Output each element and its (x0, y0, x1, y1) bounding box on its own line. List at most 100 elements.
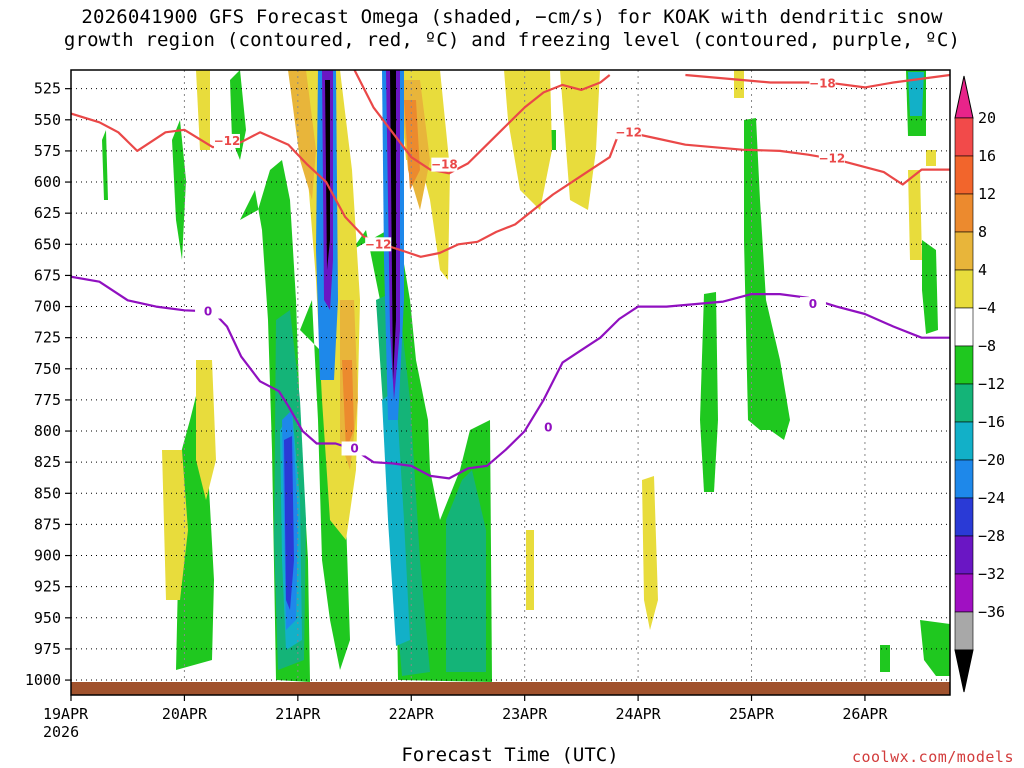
y-tick-label: 675 (34, 266, 61, 284)
colorbar-label: −12 (978, 375, 1005, 393)
contour-label: 0 (204, 305, 212, 319)
x-tick-label: 25APR (729, 705, 775, 723)
shade-region (446, 470, 486, 672)
colorbar-swatch (954, 573, 974, 613)
colorbar-label: −32 (978, 565, 1005, 583)
y-tick-label: 650 (34, 235, 61, 253)
shade-region (744, 118, 790, 440)
y-tick-label: 1000 (25, 671, 61, 689)
contour-label-bg (195, 304, 222, 319)
shade-region (880, 645, 890, 672)
contour-label-bg (809, 76, 836, 91)
shade-region (382, 390, 410, 646)
contour-label-bg (365, 237, 392, 252)
surface-ground (71, 682, 950, 695)
shade-region (196, 360, 216, 500)
contour-lines: 0 0 0 0 −12 −12 −12 −12 −18 −18 (71, 70, 950, 480)
colorbar-label: −28 (978, 527, 1005, 545)
x-tick-label: 19APR (43, 705, 89, 723)
y-axis: 525 550 575 600 625 650 675 700 725 750 775 800 825 8… (25, 80, 71, 689)
y-tick-label: 775 (34, 391, 61, 409)
colorbar-swatch (954, 307, 974, 347)
colorbar-swatch (954, 421, 974, 461)
x-tick-label: 24APR (616, 705, 662, 723)
shade-region (196, 70, 210, 150)
shade-region (642, 476, 658, 630)
x-axis-label: Forecast Time (UTC) (401, 744, 619, 766)
shade-region (172, 120, 186, 260)
x-tick-label: 22APR (389, 705, 435, 723)
colorbar-label: 20 (978, 109, 996, 127)
contour-label: 0 (350, 441, 358, 455)
colorbar-swatch (954, 155, 974, 195)
x-tick-label: 20APR (162, 705, 208, 723)
colorbar-swatch (954, 345, 974, 385)
contour-label: −12 (214, 134, 241, 148)
y-tick-label: 575 (34, 142, 61, 160)
colorbar-swatch (954, 193, 974, 233)
contour-label: 0 (544, 420, 552, 434)
shade-region (284, 436, 294, 610)
y-tick-label: 700 (34, 298, 61, 316)
y-tick-label: 850 (34, 484, 61, 502)
contour-label: −18 (431, 158, 458, 172)
colorbar-swatch (954, 497, 974, 537)
contour-label-bg (799, 297, 826, 312)
colorbar-swatch (954, 459, 974, 499)
contour-label-bg (341, 441, 368, 456)
y-tick-label: 900 (34, 547, 61, 565)
shade-region (926, 150, 936, 166)
shade-region (404, 100, 420, 190)
colorbar-label: 16 (978, 147, 996, 165)
shade-region (526, 530, 534, 610)
shade-region (734, 70, 744, 98)
colorbar-label: 4 (978, 261, 987, 279)
shade-region (390, 70, 396, 380)
colorbar-label: −16 (978, 413, 1005, 431)
shade-region (922, 240, 938, 334)
shade-region (908, 72, 924, 116)
x-tick-sublabel: 2026 (43, 723, 79, 741)
contour-label: 0 (809, 297, 817, 311)
contour-label-bg (818, 151, 845, 166)
contour-label-bg (213, 133, 240, 148)
colorbar-label: −4 (978, 299, 996, 317)
colorbar-label: −36 (978, 603, 1005, 621)
y-tick-label: 550 (34, 111, 61, 129)
shade-region (162, 450, 188, 600)
y-tick-label: 825 (34, 453, 61, 471)
colorbar-swatch (954, 117, 974, 157)
contour-label: −12 (615, 125, 642, 139)
y-tick-label: 725 (34, 329, 61, 347)
y-tick-label: 750 (34, 360, 61, 378)
contour-label: −12 (365, 237, 392, 251)
shade-region (920, 620, 950, 676)
credit-link[interactable]: coolwx.com/models (851, 748, 1014, 766)
y-tick-label: 925 (34, 578, 61, 596)
x-tick-label: 21APR (275, 705, 321, 723)
colorbar-label: 12 (978, 185, 996, 203)
x-tick-label: 23APR (502, 705, 548, 723)
colorbar-swatch (954, 383, 974, 423)
colorbar-label: −8 (978, 337, 996, 355)
grid-lines (71, 70, 950, 695)
contour-label-bg (431, 157, 458, 172)
colorbar-swatch (954, 269, 974, 309)
plot-background (71, 70, 950, 695)
colorbar-label: −20 (978, 451, 1005, 469)
shade-region (300, 300, 350, 670)
contour-label-bg (535, 420, 562, 435)
colorbar-label: 8 (978, 223, 987, 241)
y-tick-label: 950 (34, 609, 61, 627)
shade-region (908, 170, 922, 260)
x-tick-label: 26APR (842, 705, 888, 723)
contour-label-bg (615, 125, 642, 140)
shade-region (560, 70, 600, 210)
chart-title: 2026041900 GFS Forecast Omega (shaded, −… (63, 6, 961, 51)
dgz-contour (628, 131, 950, 186)
dgz-contour (353, 70, 611, 175)
y-tick-label: 875 (34, 515, 61, 533)
colorbar-top-triangle (954, 75, 974, 119)
